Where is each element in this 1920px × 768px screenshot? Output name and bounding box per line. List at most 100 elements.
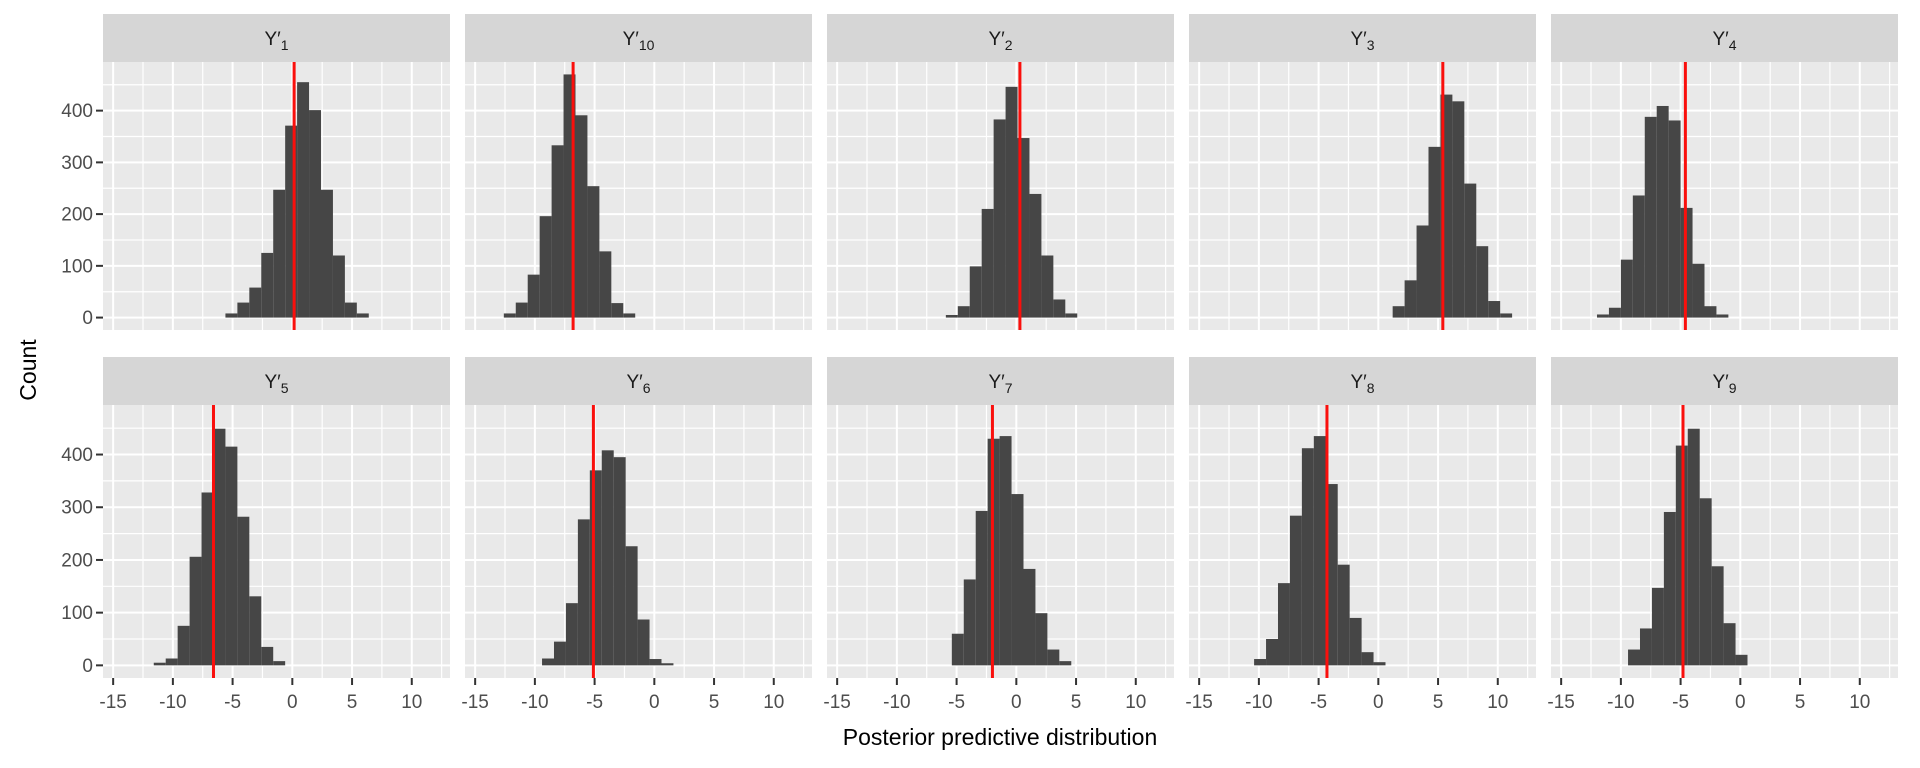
- histogram-bar: [527, 274, 540, 318]
- histogram-bar: [201, 492, 214, 666]
- y-tick-label: 0: [82, 656, 93, 677]
- histogram-bar: [611, 303, 624, 318]
- histogram-bar: [1656, 105, 1669, 318]
- histogram-bar: [332, 255, 345, 318]
- x-tick-label: -10: [159, 692, 186, 713]
- histogram-bar: [1254, 659, 1267, 666]
- histogram-bar: [165, 658, 178, 666]
- histogram-bar: [1416, 225, 1429, 318]
- y-tick-label: 300: [61, 498, 93, 519]
- facet-strip: [827, 14, 1174, 62]
- histogram-bar: [1464, 183, 1477, 318]
- histogram-bar: [951, 633, 964, 666]
- histogram-bar: [237, 516, 250, 666]
- facet-strip: [465, 14, 812, 62]
- histogram-bars: [1392, 94, 1513, 318]
- facet-panel-Y10: Y′10: [465, 14, 812, 330]
- histogram-bar: [356, 313, 369, 318]
- gridlines: [1189, 405, 1536, 678]
- x-tick-label: 10: [401, 692, 422, 713]
- x-tick-label: -15: [1185, 692, 1212, 713]
- histogram-bar: [587, 186, 600, 318]
- histogram-bar: [945, 314, 958, 318]
- facet-label: Y′3: [1350, 29, 1374, 53]
- histogram-bar: [1663, 511, 1676, 666]
- x-tick-label: 5: [1433, 692, 1444, 713]
- y-tick-label: 100: [61, 256, 93, 277]
- facet-strip: [1189, 357, 1536, 405]
- x-tick-label: -5: [948, 692, 965, 713]
- x-tick-label: -10: [521, 692, 548, 713]
- histogram-bar: [1651, 587, 1664, 666]
- histogram-bar: [1639, 628, 1652, 666]
- histogram-bar: [981, 208, 994, 318]
- histogram-bar: [957, 306, 970, 318]
- facet-label: Y′8: [1350, 372, 1374, 396]
- histogram-bar: [285, 125, 298, 318]
- facet-panel-Y4: Y′4: [1551, 14, 1898, 330]
- facet-panel-Y2: Y′2: [827, 14, 1174, 330]
- histogram-bar: [565, 603, 578, 666]
- x-tick-label: -10: [1245, 692, 1272, 713]
- x-tick-label: 5: [709, 692, 720, 713]
- y-tick-label: 200: [61, 205, 93, 226]
- gridlines: [1551, 62, 1898, 330]
- histogram-bar: [1361, 652, 1374, 666]
- histogram-bars: [542, 450, 674, 666]
- histogram-bar: [613, 457, 626, 666]
- panel-background: [1189, 405, 1536, 678]
- facet-panel-Y9: Y′9 -15 -10 -5 0 5 10: [1547, 357, 1898, 713]
- facet-label: Y′6: [626, 372, 650, 396]
- x-tick-label: -15: [1547, 692, 1574, 713]
- histogram-bar: [1476, 246, 1489, 318]
- histogram-bar: [637, 619, 650, 666]
- histogram-bar: [1699, 498, 1712, 666]
- histogram-bar: [515, 302, 528, 318]
- histogram-bar: [503, 313, 516, 318]
- histogram-bar: [553, 641, 566, 666]
- y-axis-title: Count: [15, 339, 41, 401]
- facet-strip: [103, 357, 450, 405]
- y-tick-label: 400: [61, 445, 93, 466]
- histogram-bar: [309, 110, 321, 318]
- histogram-bar: [1488, 301, 1501, 318]
- x-tick-label: -5: [1672, 692, 1689, 713]
- x-tick-label: 0: [1735, 692, 1746, 713]
- histogram-bar: [1687, 428, 1700, 666]
- histogram-bar: [320, 189, 333, 318]
- histogram-bar: [575, 115, 588, 318]
- histogram-bar: [1500, 313, 1513, 318]
- histogram-bar: [539, 216, 552, 318]
- x-tick-label: 10: [1487, 692, 1508, 713]
- histogram-bar: [601, 450, 614, 666]
- histogram-bar: [249, 287, 262, 318]
- histogram-bar: [261, 646, 274, 666]
- histogram-bar: [177, 625, 190, 666]
- histogram-bar: [589, 470, 602, 666]
- x-tick-label: 0: [287, 692, 298, 713]
- x-tick-label: -15: [99, 692, 126, 713]
- histogram-bar: [1373, 662, 1386, 666]
- x-tick-label: -10: [1607, 692, 1634, 713]
- histogram-bars: [225, 82, 369, 318]
- histogram-bar: [344, 302, 357, 318]
- facet-label: Y′5: [264, 372, 288, 396]
- histogram-bar: [1668, 120, 1681, 318]
- histogram-bar: [993, 119, 1006, 318]
- histogram-bar: [153, 662, 166, 666]
- panel-background: [1551, 62, 1898, 330]
- histogram-bar: [975, 510, 988, 666]
- y-tick-label: 300: [61, 153, 93, 174]
- histogram-bar: [273, 661, 286, 666]
- y-tick-label: 0: [82, 308, 93, 329]
- x-tick-label: 10: [1849, 692, 1870, 713]
- histogram-bar: [189, 556, 202, 666]
- facet-panel-Y7: Y′7 -15 -10 -5 0 5 10: [823, 357, 1174, 713]
- histogram-bar: [1301, 448, 1314, 666]
- histogram-bar: [1716, 314, 1729, 318]
- histogram-bar: [1065, 313, 1078, 318]
- y-tick-label: 200: [61, 550, 93, 571]
- histogram-bar: [542, 658, 554, 666]
- histogram-bar: [1620, 259, 1633, 318]
